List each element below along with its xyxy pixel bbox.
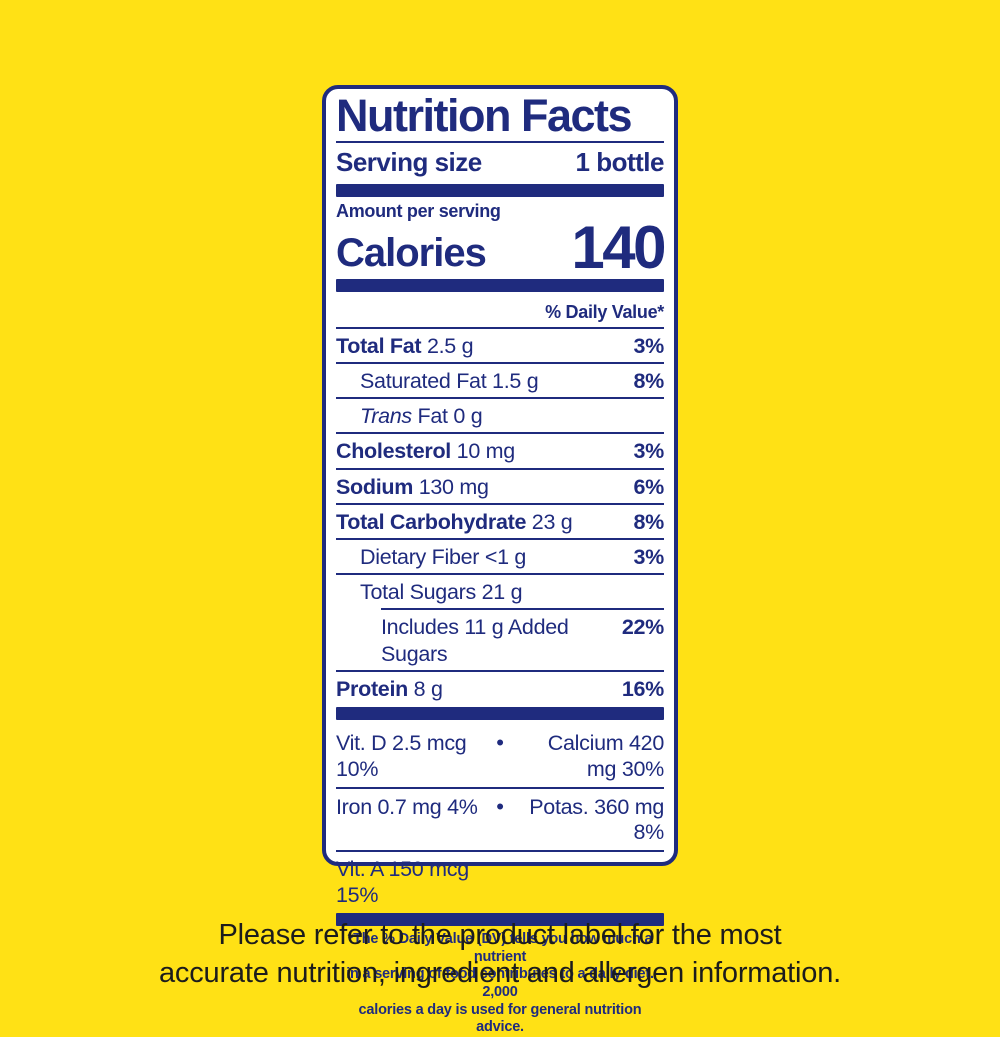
section-bar — [336, 183, 664, 197]
nutrient-name-amount: Dietary Fiber <1 g — [360, 545, 527, 569]
section-bar — [336, 912, 664, 926]
disclaimer-line-1: Please refer to the product label for th… — [218, 919, 782, 951]
calories-value: 140 — [571, 213, 666, 281]
micronutrient-right: Calcium 420 mg 30% — [547, 731, 665, 781]
bullet-separator: • — [496, 793, 504, 819]
daily-value-percent: 3% — [633, 333, 665, 358]
daily-value-percent: 8% — [633, 368, 665, 393]
calories-row: Calories 140 — [336, 213, 666, 281]
daily-value-header: % Daily Value* — [545, 301, 664, 322]
nutrient-row: Cholesterol 10 mg 3% — [336, 432, 664, 467]
micronutrient-left: Vit. D 2.5 mcg 10% — [336, 731, 467, 781]
daily-value-percent: 22% — [621, 615, 664, 640]
nutrient-row: Total Sugars 21 g — [336, 573, 664, 608]
nutrient-name-amount: Total Sugars 21 g — [360, 580, 523, 605]
footnote-line: calories a day is used for general nutri… — [358, 1001, 642, 1036]
nutrient-name-amount: Saturated Fat 1.5 g — [360, 368, 539, 393]
amount-per-serving-label: Amount per serving — [336, 200, 501, 221]
nutrient-row: Dietary Fiber <1 g 3% — [336, 538, 664, 573]
micronutrient-left: Iron 0.7 mg 4% — [336, 794, 478, 819]
serving-size-row: Serving size 1 bottle — [336, 143, 665, 184]
nutrition-facts-label: Nutrition Facts Serving size 1 bottle Am… — [322, 85, 678, 1035]
disclaimer-line-2: accurate nutrition, ingredient and aller… — [159, 957, 841, 989]
nutrient-name-amount: Trans Fat 0 g — [360, 404, 483, 429]
nutrient-name-amount: Sodium 130 mg — [336, 474, 489, 499]
nutrient-name-amount: Protein 8 g — [336, 676, 443, 701]
nutrient-row: Includes 11 g Added Sugars 22% — [381, 608, 664, 669]
daily-value-percent: 3% — [633, 439, 665, 464]
footnote-line: *The % Daily Value (DV) tells you how mu… — [347, 930, 653, 965]
nutrient-name-amount: Total Carbohydrate 23 g — [336, 509, 573, 534]
bullet-separator: • — [496, 730, 504, 756]
nutrient-row: Sodium 130 mg 6% — [336, 467, 665, 503]
daily-value-percent: 3% — [633, 545, 665, 569]
nutrient-row: Total Carbohydrate 23 g 8% — [336, 502, 665, 538]
serving-size-value: 1 bottle — [575, 146, 665, 177]
nutrient-rows: Total Fat 2.5 g 3% Saturated Fat 1.5 g 8% Tr… — [336, 326, 665, 705]
label-title: Nutrition Facts — [336, 90, 633, 141]
daily-value-percent: 16% — [621, 676, 664, 701]
section-bar — [336, 707, 664, 721]
nutrient-row: Saturated Fat 1.5 g 8% — [336, 361, 665, 397]
nutrient-name-amount: Includes 11 g Added Sugars — [381, 615, 569, 666]
disclaimer-caption: Please refer to the product label for th… — [0, 916, 1000, 992]
micronutrient-row: Vit. D 2.5 mcg 10% • Calcium 420 mg 30% — [336, 725, 664, 787]
micronutrient-rows: Vit. D 2.5 mcg 10% • Calcium 420 mg 30% Iro… — [336, 725, 664, 913]
nutrient-name-amount: Total Fat 2.5 g — [336, 333, 474, 358]
section-bar — [336, 278, 664, 292]
title-divider — [336, 140, 664, 143]
micronutrient-right: Potas. 360 mg 8% — [529, 794, 664, 845]
calories-label: Calories — [336, 230, 487, 275]
footnote-line: in a serving of food contributes to a da… — [346, 966, 654, 1000]
daily-value-percent: 8% — [633, 509, 665, 534]
micronutrient-row: Vit. A 150 mcg 15% — [336, 850, 664, 913]
micronutrient-left: Vit. A 150 mcg 15% — [336, 857, 469, 908]
nutrient-row: Protein 8 g 16% — [336, 669, 664, 705]
serving-size-label: Serving size — [336, 146, 482, 177]
daily-value-percent: 6% — [633, 474, 665, 499]
nutrient-row: Trans Fat 0 g — [336, 397, 664, 432]
nutrient-row: Total Fat 2.5 g 3% — [336, 326, 665, 362]
nutrient-name-amount: Cholesterol 10 mg — [336, 439, 515, 464]
micronutrient-row: Iron 0.7 mg 4% • Potas. 360 mg 8% — [336, 786, 664, 851]
product-image-background: Nutrition Facts Serving size 1 bottle Am… — [0, 85, 1000, 1036]
